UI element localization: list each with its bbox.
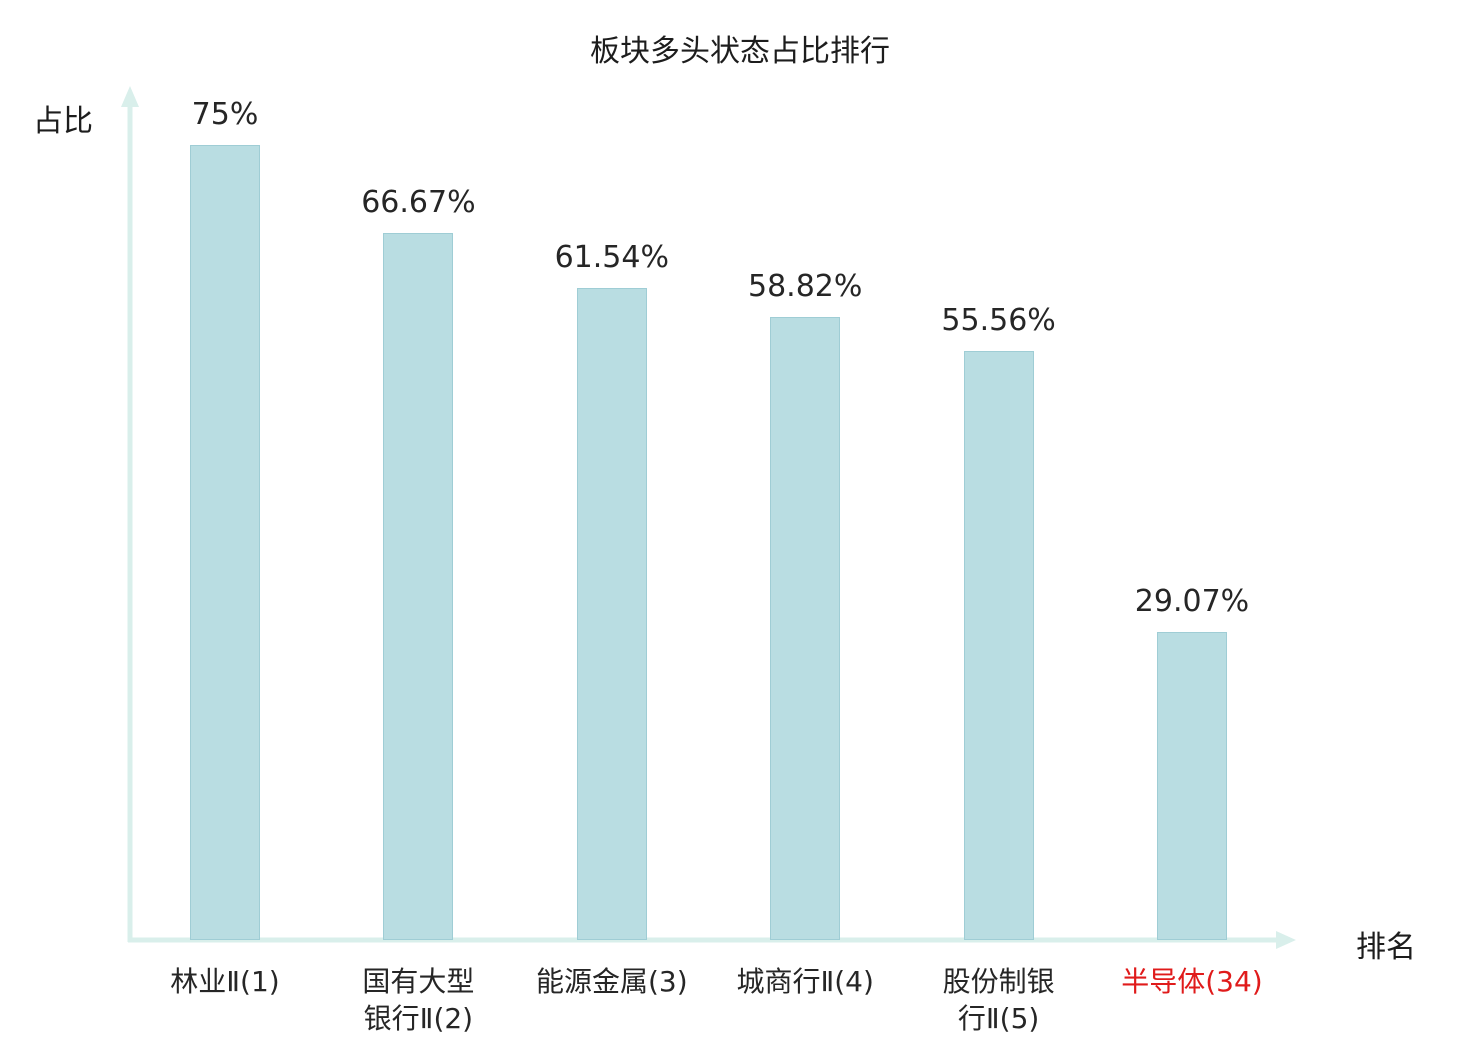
bar-6 bbox=[1157, 632, 1227, 940]
bar-value-label: 55.56% bbox=[941, 303, 1056, 338]
bar-3 bbox=[576, 288, 647, 940]
bar-value-label: 66.67% bbox=[361, 185, 476, 220]
bar-4 bbox=[770, 317, 841, 940]
bar-value-label: 29.07% bbox=[1134, 584, 1250, 619]
y-axis-arrow-icon bbox=[121, 86, 139, 107]
bar-value-label: 75% bbox=[191, 97, 259, 132]
bar-value-label: 61.54% bbox=[554, 240, 669, 275]
bar-2 bbox=[383, 233, 454, 940]
x-axis-arrow-icon bbox=[1276, 931, 1296, 949]
chart-title: 板块多头状态占比排行 bbox=[590, 34, 890, 69]
x-tick-label: 林业Ⅱ(1) bbox=[170, 965, 280, 998]
x-tick-label: 城商行Ⅱ(4) bbox=[736, 965, 874, 998]
x-tick-label: 半导体(34) bbox=[1121, 965, 1263, 998]
bar-1 bbox=[190, 145, 260, 940]
bar-value-label: 58.82% bbox=[747, 269, 863, 304]
x-tick-label: 国有大型 银行Ⅱ(2) bbox=[362, 965, 475, 1035]
y-axis-label: 占比 bbox=[33, 104, 93, 139]
x-axis-label: 排名 bbox=[1356, 930, 1416, 965]
bar-5 bbox=[963, 351, 1034, 940]
x-tick-label: 能源金属(3) bbox=[535, 965, 688, 998]
x-tick-label: 股份制银 行Ⅱ(5) bbox=[942, 965, 1055, 1035]
